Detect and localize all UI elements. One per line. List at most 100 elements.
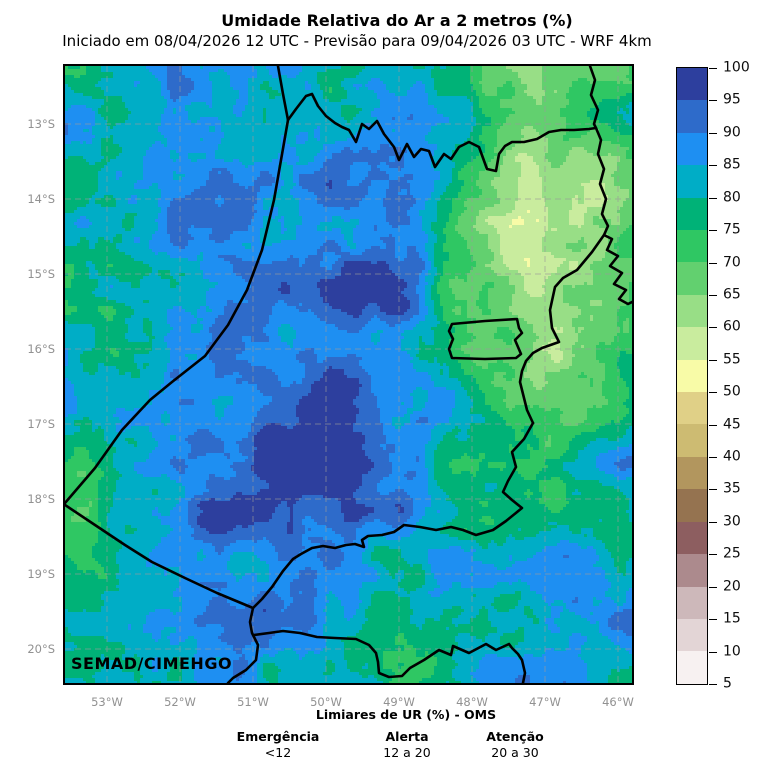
colorbar-segment bbox=[677, 294, 707, 328]
colorbar-tick-label: 50 bbox=[723, 383, 741, 400]
legend-threshold-value: 12 a 20 bbox=[383, 745, 431, 760]
colorbar-tick-label: 15 bbox=[723, 610, 741, 627]
colorbar-segment bbox=[677, 132, 707, 166]
y-tick-label: 18°S bbox=[27, 492, 55, 506]
colorbar-tick-mark bbox=[709, 165, 717, 167]
colorbar-segment bbox=[677, 230, 707, 263]
humidity-field-canvas bbox=[65, 66, 632, 683]
colorbar-segment bbox=[677, 262, 707, 295]
colorbar-tick-label: 25 bbox=[723, 545, 741, 562]
colorbar-tick-label: 85 bbox=[723, 156, 741, 173]
colorbar-tick-label: 20 bbox=[723, 578, 741, 595]
colorbar-tick-mark bbox=[709, 586, 717, 588]
colorbar-tick-label: 70 bbox=[723, 253, 741, 270]
border-goias-north bbox=[286, 92, 598, 173]
x-tick-label: 49°W bbox=[383, 695, 415, 709]
y-tick-label: 15°S bbox=[27, 267, 55, 281]
legend-threshold-label: Alerta bbox=[385, 729, 429, 744]
legend-threshold-label: Atenção bbox=[486, 729, 544, 744]
state-borders bbox=[65, 66, 632, 683]
colorbar-segment bbox=[677, 68, 707, 101]
agency-watermark: SEMAD/CIMEHGO bbox=[71, 654, 233, 673]
legend-heading: Limiares de UR (%) - OMS bbox=[315, 707, 497, 722]
colorbar-tick-label: 5 bbox=[723, 675, 732, 692]
colorbar-tick-mark bbox=[709, 424, 717, 426]
colorbar-tick-mark bbox=[709, 262, 717, 264]
colorbar-tick-mark bbox=[709, 684, 717, 685]
colorbar-segment bbox=[677, 651, 707, 684]
colorbar-tick-mark bbox=[709, 230, 717, 232]
x-tick-label: 46°W bbox=[602, 695, 634, 709]
colorbar-tick-label: 95 bbox=[723, 91, 741, 108]
y-tick-label: 13°S bbox=[27, 117, 55, 131]
legend-threshold-label: Emergência bbox=[236, 729, 320, 744]
border-distrito-federal bbox=[447, 317, 524, 361]
colorbar-tick-label: 40 bbox=[723, 448, 741, 465]
colorbar-tick-label: 30 bbox=[723, 513, 741, 530]
colorbar-segment bbox=[677, 456, 707, 490]
colorbar bbox=[676, 67, 708, 685]
colorbar-tick-mark bbox=[709, 132, 717, 134]
map-panel: SEMAD/CIMEHGO bbox=[63, 64, 634, 685]
y-tick-label: 20°S bbox=[27, 642, 55, 656]
border-ms-mg bbox=[226, 606, 260, 683]
graticule-gridlines bbox=[65, 66, 632, 683]
legend-threshold-value: 20 a 30 bbox=[491, 745, 539, 760]
colorbar-tick-label: 35 bbox=[723, 480, 741, 497]
colorbar-segment bbox=[677, 489, 707, 522]
colorbar-tick-label: 60 bbox=[723, 318, 741, 335]
x-tick-label: 53°W bbox=[91, 695, 123, 709]
colorbar-tick-mark bbox=[709, 651, 717, 653]
colorbar-segment bbox=[677, 521, 707, 555]
border-rio-grande bbox=[252, 629, 527, 683]
x-tick-label: 51°W bbox=[237, 695, 269, 709]
border-goias-east bbox=[518, 233, 606, 425]
y-tick-label: 14°S bbox=[27, 192, 55, 206]
border-goias-northeast bbox=[588, 66, 632, 306]
colorbar-tick-mark bbox=[709, 359, 717, 361]
colorbar-tick-mark bbox=[709, 327, 717, 329]
colorbar-tick-label: 45 bbox=[723, 415, 741, 432]
colorbar-tick-mark bbox=[709, 392, 717, 394]
colorbar-segment bbox=[677, 197, 707, 231]
colorbar-tick-mark bbox=[709, 489, 717, 491]
colorbar-tick-label: 90 bbox=[723, 124, 741, 141]
colorbar-segment bbox=[677, 554, 707, 587]
colorbar-tick-label: 65 bbox=[723, 286, 741, 303]
colorbar-tick-label: 75 bbox=[723, 221, 741, 238]
border-goias-southwest bbox=[65, 503, 255, 610]
colorbar-tick-label: 80 bbox=[723, 189, 741, 206]
colorbar-tick-label: 100 bbox=[723, 59, 750, 76]
colorbar-segment bbox=[677, 392, 707, 425]
x-tick-label: 50°W bbox=[310, 695, 342, 709]
x-tick-label: 47°W bbox=[529, 695, 561, 709]
colorbar-segment bbox=[677, 618, 707, 652]
map-overlay bbox=[65, 66, 632, 683]
y-tick-label: 17°S bbox=[27, 417, 55, 431]
colorbar-tick-mark bbox=[709, 521, 717, 523]
colorbar-segment bbox=[677, 165, 707, 198]
colorbar-tick-mark bbox=[709, 619, 717, 621]
border-goias-west bbox=[65, 66, 290, 505]
y-tick-label: 16°S bbox=[27, 342, 55, 356]
colorbar-segment bbox=[677, 586, 707, 619]
forecast-subtitle: Iniciado em 08/04/2026 12 UTC - Previsão… bbox=[62, 32, 652, 50]
colorbar-tick-mark bbox=[709, 100, 717, 102]
colorbar-segment bbox=[677, 359, 707, 393]
legend-threshold-value: <12 bbox=[264, 745, 292, 760]
colorbar-tick-label: 55 bbox=[723, 351, 741, 368]
x-tick-label: 52°W bbox=[164, 695, 196, 709]
colorbar-tick-mark bbox=[709, 294, 717, 296]
colorbar-segment bbox=[677, 327, 707, 360]
colorbar-tick-mark bbox=[709, 554, 717, 556]
colorbar-tick-mark bbox=[709, 457, 717, 459]
border-paranaiba-river bbox=[251, 421, 535, 610]
x-tick-label: 48°W bbox=[456, 695, 488, 709]
colorbar-segment bbox=[677, 100, 707, 133]
page-title: Umidade Relativa do Ar a 2 metros (%) bbox=[221, 11, 573, 30]
colorbar-tick-mark bbox=[709, 68, 717, 69]
colorbar-tick-mark bbox=[709, 197, 717, 199]
y-tick-label: 19°S bbox=[27, 567, 55, 581]
colorbar-tick-label: 10 bbox=[723, 642, 741, 659]
